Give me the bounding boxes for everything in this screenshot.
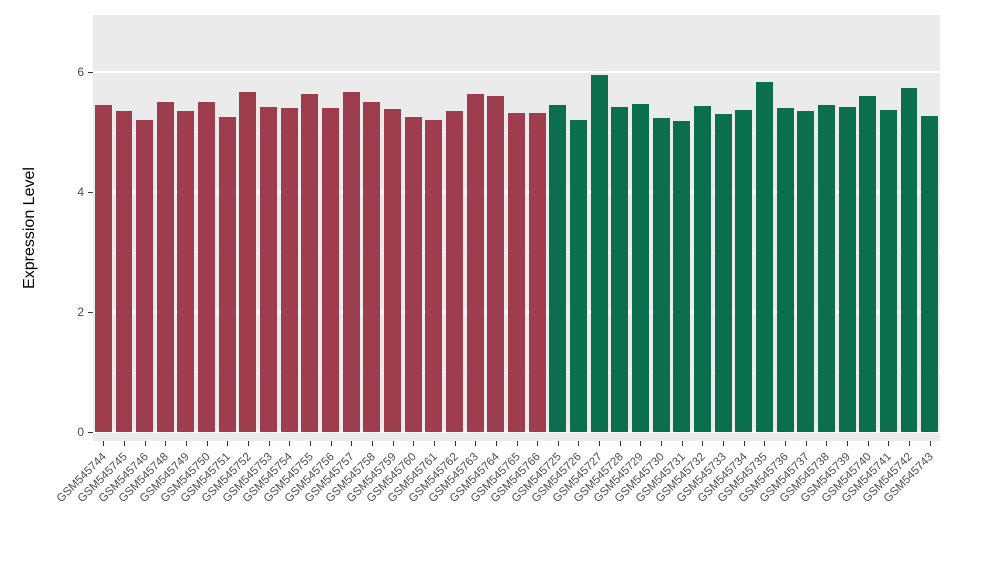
bar — [384, 109, 402, 432]
x-tick-mark — [392, 441, 394, 446]
bar — [115, 111, 133, 432]
bar — [446, 111, 463, 432]
x-tick-mark — [123, 441, 125, 446]
bar — [363, 102, 381, 432]
x-tick-mark — [619, 441, 621, 446]
bar — [570, 120, 587, 432]
y-tick-mark — [88, 72, 93, 73]
x-tick-mark — [867, 441, 869, 446]
bar — [755, 82, 773, 432]
bar — [508, 112, 525, 432]
y-tick-label: 6 — [77, 65, 84, 79]
bar — [280, 108, 298, 432]
bar — [735, 110, 753, 432]
y-tick-mark — [88, 192, 93, 193]
x-tick-mark — [929, 441, 931, 446]
x-tick-mark — [909, 441, 910, 446]
x-tick-mark — [206, 441, 208, 446]
major-gridline — [93, 71, 940, 73]
bar — [817, 105, 835, 432]
x-tick-mark — [309, 441, 311, 446]
bar — [177, 111, 195, 432]
x-tick-mark — [413, 441, 415, 446]
x-tick-mark — [785, 441, 787, 446]
bar — [900, 87, 918, 432]
x-tick-mark — [495, 441, 497, 446]
bar — [673, 121, 691, 432]
x-tick-mark — [888, 441, 890, 446]
bar — [714, 114, 732, 432]
bar — [859, 96, 877, 432]
y-tick-label: 4 — [77, 185, 84, 199]
x-tick-mark — [578, 441, 580, 446]
bar — [342, 92, 360, 432]
x-tick-mark — [661, 441, 663, 446]
x-tick-mark — [433, 441, 435, 446]
bar — [776, 108, 794, 432]
x-tick-mark — [557, 441, 559, 446]
bar — [156, 102, 174, 432]
x-tick-mark — [103, 441, 105, 446]
bar — [425, 120, 443, 432]
bar — [136, 120, 154, 432]
x-tick-mark — [247, 441, 249, 446]
bar — [549, 105, 567, 432]
x-tick-mark — [805, 441, 807, 446]
x-tick-mark — [289, 441, 291, 446]
bar — [921, 115, 939, 432]
x-tick-mark — [681, 441, 683, 446]
bar — [838, 107, 856, 432]
x-tick-mark — [599, 441, 601, 446]
x-tick-mark — [185, 441, 187, 446]
bar — [528, 112, 546, 432]
plot-panel — [93, 15, 940, 441]
x-tick-mark — [764, 441, 766, 446]
bar — [590, 75, 608, 432]
bar — [301, 94, 319, 432]
x-tick-mark — [330, 441, 332, 446]
x-tick-mark — [371, 441, 373, 446]
x-tick-mark — [537, 441, 539, 446]
y-tick-label: 0 — [77, 425, 84, 439]
bar — [652, 117, 670, 432]
x-tick-mark — [640, 441, 642, 446]
bar — [218, 117, 236, 432]
x-tick-mark — [826, 441, 828, 446]
x-tick-mark — [454, 441, 456, 446]
x-tick-mark — [516, 441, 518, 446]
bar — [631, 104, 649, 432]
x-tick-mark — [351, 441, 353, 446]
x-tick-mark — [702, 441, 704, 446]
y-tick-mark — [88, 312, 93, 313]
y-axis-title: Expression Level — [21, 167, 38, 289]
x-tick-mark — [475, 441, 477, 446]
y-tick-label: 2 — [77, 305, 84, 319]
bar — [797, 111, 815, 432]
bar — [693, 105, 711, 432]
bar — [487, 96, 505, 432]
bar — [879, 110, 897, 432]
x-tick-mark — [227, 441, 229, 446]
major-gridline — [93, 431, 940, 433]
y-tick-mark — [88, 432, 93, 433]
bar — [466, 94, 484, 432]
bar — [322, 108, 340, 432]
x-tick-mark — [743, 441, 745, 446]
bar — [611, 106, 629, 432]
x-tick-mark — [723, 441, 725, 446]
bar — [404, 117, 422, 432]
x-tick-mark — [165, 441, 167, 446]
bar — [260, 106, 278, 432]
x-tick-mark — [268, 441, 270, 446]
x-tick-mark — [144, 441, 146, 446]
bar — [239, 91, 257, 432]
bar — [94, 105, 112, 432]
bar — [198, 102, 216, 432]
x-tick-mark — [847, 441, 849, 446]
